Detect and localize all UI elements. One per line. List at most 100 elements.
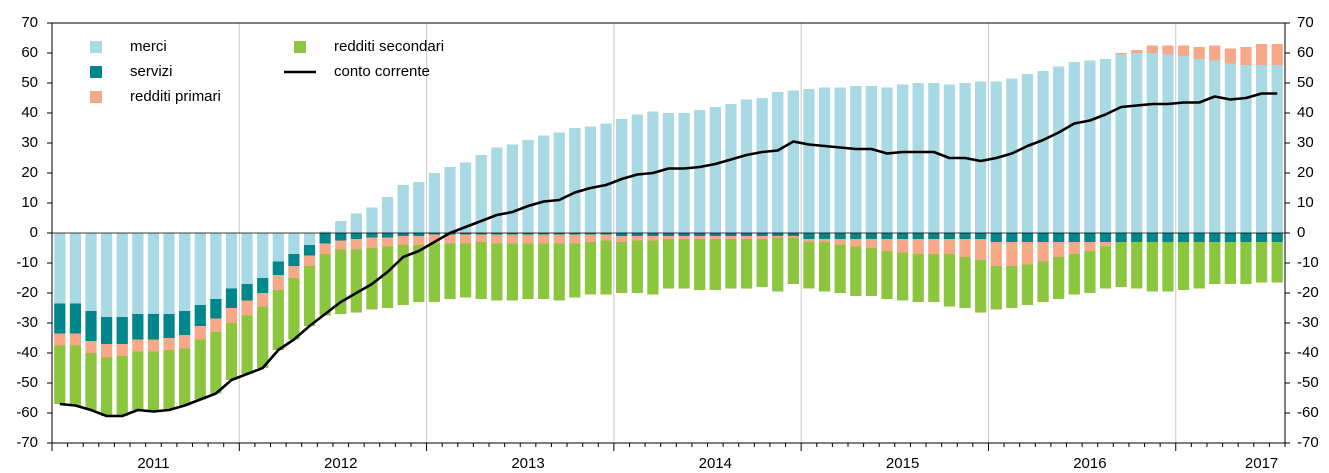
bar-segment <box>647 236 659 241</box>
bar-segment <box>272 275 284 290</box>
bar-segment <box>257 278 269 293</box>
bar-segment <box>1006 242 1018 266</box>
bar-segment <box>631 240 643 293</box>
bar-segment <box>225 288 238 308</box>
bar-segment <box>1224 48 1236 64</box>
bar-segment <box>1084 60 1096 233</box>
bar-segment <box>569 234 581 244</box>
bar-segment <box>881 87 893 233</box>
bar-segment <box>335 233 347 241</box>
bar-segment <box>225 323 238 380</box>
y-tick-label: 0 <box>30 224 38 241</box>
bar-segment <box>1271 233 1283 242</box>
bar-segment <box>459 233 472 235</box>
legend-label: redditi primari <box>130 88 221 105</box>
bar-segment <box>584 234 597 242</box>
bar-segment <box>616 242 628 293</box>
bar-segment <box>163 314 175 338</box>
bar-segment <box>335 240 347 250</box>
bar-segment <box>1146 45 1158 53</box>
bar-segment <box>397 185 409 233</box>
bar-segment <box>834 233 846 239</box>
bar-segment <box>303 266 316 326</box>
bar-segment <box>616 236 628 242</box>
legend-swatch <box>90 91 102 103</box>
bar-segment <box>179 348 191 406</box>
bar-segment <box>928 83 940 233</box>
bar-segment <box>194 339 206 400</box>
bar-segment <box>459 234 472 244</box>
bar-segment <box>241 284 253 301</box>
bar-segment <box>975 239 987 260</box>
bar-segment <box>132 233 144 314</box>
bar-segment <box>1021 233 1034 242</box>
bar-segment <box>881 251 893 299</box>
y2-tick-label: -20 <box>1297 284 1319 301</box>
bar-segment <box>1177 242 1190 290</box>
bar-segment <box>366 233 378 238</box>
bar-segment <box>912 83 924 233</box>
bar-segment <box>54 345 66 404</box>
bar-segment <box>881 233 893 239</box>
y2-tick-label: 20 <box>1297 164 1314 181</box>
bar-segment <box>413 233 425 236</box>
bar-segment <box>381 233 394 238</box>
bar-segment <box>413 236 425 245</box>
bar-segment <box>350 239 362 250</box>
bar-segment <box>132 339 144 352</box>
legend-swatch <box>294 41 306 53</box>
bar-segment <box>1006 78 1018 233</box>
bar-segment <box>1240 233 1252 242</box>
bar-segment <box>381 237 394 247</box>
bar-segment <box>1115 242 1127 287</box>
bar-segment <box>210 318 222 332</box>
bar-segment <box>865 248 878 296</box>
x-tick-label: 2017 <box>1245 455 1278 472</box>
bar-segment <box>1068 242 1080 254</box>
bar-segment <box>990 242 1002 266</box>
bar-segment <box>1240 242 1252 284</box>
bar-segment <box>444 234 456 244</box>
bar-segment <box>506 243 519 301</box>
bar-segment <box>288 266 300 278</box>
bar-segment <box>694 236 706 239</box>
bar-segment <box>101 357 113 416</box>
bar-segment <box>210 299 222 319</box>
x-tick-label: 2012 <box>324 455 357 472</box>
legend-swatch <box>90 41 102 53</box>
bar-segment <box>522 233 534 235</box>
bar-segment <box>1193 233 1205 242</box>
bar-segment <box>818 242 831 292</box>
bar-segment <box>928 239 940 254</box>
bar-segment <box>101 317 113 344</box>
bar-segment <box>803 233 815 239</box>
bar-segment <box>1068 62 1080 233</box>
bar-segment <box>787 236 799 238</box>
bar-segment <box>1162 45 1174 55</box>
bar-segment <box>163 233 175 314</box>
bar-segment <box>865 239 878 248</box>
bar-segment <box>1099 59 1112 233</box>
bar-segment <box>147 351 160 412</box>
bar-segment <box>850 246 862 296</box>
x-tick-label: 2015 <box>886 455 919 472</box>
bar-segment <box>943 239 956 254</box>
bar-segment <box>1084 242 1096 251</box>
bar-segment <box>990 233 1002 242</box>
bar-segment <box>631 236 643 241</box>
bar-segment <box>350 213 362 233</box>
y2-tick-label: 30 <box>1297 134 1314 151</box>
bar-segment <box>756 233 768 236</box>
bar-segment <box>740 236 753 239</box>
bar-segment <box>709 236 721 239</box>
bar-segment <box>959 257 971 308</box>
bar-segment <box>975 81 987 233</box>
bar-segment <box>850 233 862 239</box>
bar-segment <box>1209 242 1221 284</box>
bar-segment <box>335 221 347 233</box>
bar-segment <box>975 233 987 239</box>
bar-segment <box>272 233 284 262</box>
y-tick-label: -30 <box>16 314 38 331</box>
bar-segment <box>1053 233 1065 242</box>
